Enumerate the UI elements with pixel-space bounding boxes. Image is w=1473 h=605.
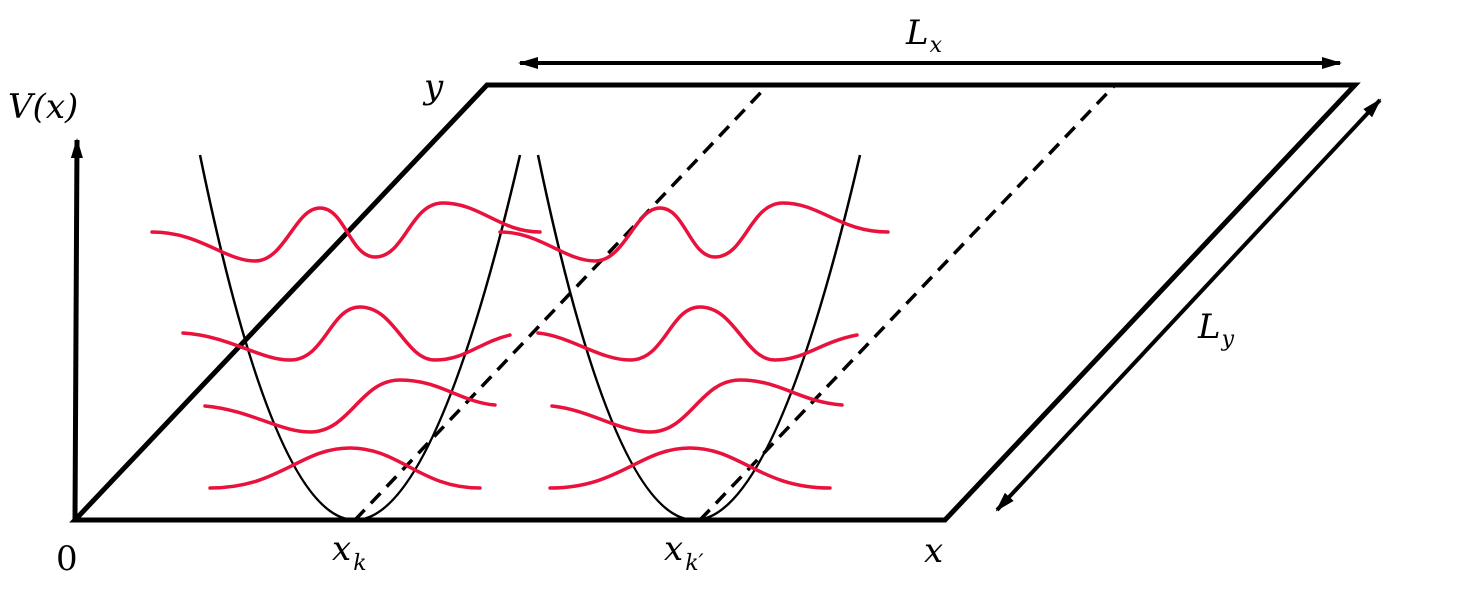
x-axis-label: x [924,531,943,571]
wavefunction-n3 [498,201,890,263]
length-x-label: Lx [905,13,943,58]
xy-plane [69,82,1361,523]
well-k-label: xk [332,529,367,576]
well-kp-label: xk′ [664,529,704,576]
wavefunctions-well-k [150,201,542,490]
length-y-arrow [995,98,1382,512]
well-k-dashed-line [353,83,770,522]
potential-axis-arrow [70,138,83,521]
wavefunction-n1 [203,378,497,434]
wavefunction-n2 [181,305,512,362]
length-y-label: Ly [1197,307,1235,352]
potential-well-k [198,154,522,522]
wavefunction-n0 [208,446,482,490]
wavefunction-n0 [548,446,832,490]
origin-label: 0 [56,539,78,579]
wavefunction-n1 [550,378,844,434]
y-axis-label: y [422,67,444,107]
potential-axis-label: V(x) [8,87,78,127]
potential-well-kp [536,154,862,522]
wavefunction-n3 [150,201,542,263]
wavefunctions-well-kp [498,201,890,490]
well-kp-dashed-line [698,83,1117,522]
wavefunction-n2 [536,305,859,362]
